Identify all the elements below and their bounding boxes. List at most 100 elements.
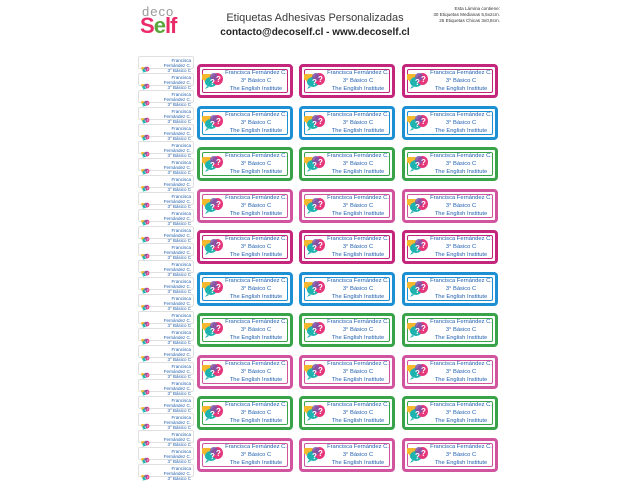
speech-bubbles-question-icon: ? ? — [304, 154, 326, 172]
student-name: Francisca Fernández C. — [163, 92, 191, 102]
speech-bubbles-question-icon: ? ? — [141, 213, 150, 226]
school-name: The English Institute — [229, 376, 283, 383]
small-label: ? ? Francisca Fernández C. 3° Básico C — [138, 124, 194, 141]
large-label-text: Francisca Fernández C. 3° Básico C The E… — [429, 360, 493, 384]
svg-text:?: ? — [415, 78, 420, 87]
svg-text:?: ? — [312, 203, 317, 212]
student-name: Francisca Fernández C. — [225, 236, 287, 242]
small-label-text: Francisca Fernández C. 3° Básico C — [151, 262, 191, 277]
large-label-text: Francisca Fernández C. 3° Básico C The E… — [326, 69, 390, 93]
student-grade: 3° Básico C — [445, 327, 477, 333]
speech-bubbles-question-icon: ? ? — [141, 315, 150, 328]
student-name: Francisca Fernández C. — [163, 330, 191, 340]
label-inner-frame — [304, 359, 390, 384]
svg-text:?: ? — [216, 75, 221, 84]
student-grade: 3° Básico C — [342, 410, 374, 416]
student-name: Francisca Fernández C. — [163, 262, 191, 272]
student-grade: 3° Básico C — [167, 306, 191, 311]
large-label: ? ? Francisca Fernández C. 3° Básico C T… — [299, 437, 395, 472]
svg-text:?: ? — [210, 410, 215, 419]
svg-text:?: ? — [318, 158, 323, 167]
school-name: The English Institute — [229, 169, 283, 175]
student-grade: 3° Básico C — [167, 459, 191, 464]
svg-text:?: ? — [318, 283, 323, 292]
svg-text:?: ? — [147, 373, 149, 377]
svg-text:?: ? — [144, 408, 146, 412]
large-label: ? ? Francisca Fernández C. 3° Básico C T… — [197, 271, 293, 306]
student-grade: 3° Básico C — [167, 340, 191, 345]
student-grade: 3° Básico C — [342, 161, 374, 167]
speech-bubbles-question-icon: ? ? — [304, 196, 326, 214]
large-label: ? ? Francisca Fernández C. 3° Básico C T… — [197, 64, 293, 98]
speech-bubbles-question-icon: ? ? — [141, 332, 150, 345]
student-name: Francisca Fernández C. — [430, 153, 492, 159]
student-grade: 3° Básico C — [445, 78, 477, 84]
speech-bubbles-question-icon: ? ? — [141, 196, 150, 209]
small-label: ? ? Francisca Fernández C. 3° Básico C — [138, 141, 194, 158]
large-label: ? ? Francisca Fernández C. 3° Básico C T… — [197, 188, 293, 223]
student-name: Francisca Fernández C. — [225, 111, 287, 118]
student-grade: 3° Básico C — [167, 187, 191, 192]
svg-text:?: ? — [147, 458, 149, 462]
speech-bubbles-question-icon: ? ? — [202, 362, 224, 380]
svg-text:?: ? — [210, 120, 215, 129]
student-grade: 3° Básico C — [167, 323, 191, 328]
label-inner-frame — [202, 110, 288, 135]
student-grade: 3° Básico C — [445, 368, 477, 375]
school-name: The English Institute — [331, 127, 385, 134]
student-grade: 3° Básico C — [445, 451, 477, 458]
school-name: The English Institute — [434, 252, 488, 258]
student-name: Francisca Fernández C. — [163, 313, 191, 323]
student-name: Francisca Fernández C. — [163, 296, 191, 306]
svg-text:?: ? — [318, 200, 323, 209]
large-label: ? ? Francisca Fernández C. 3° Básico C T… — [197, 396, 293, 430]
small-label: ? ? Francisca Fernández C. 3° Básico C — [138, 379, 194, 396]
large-label-text: Francisca Fernández C. 3° Básico C The E… — [326, 277, 390, 301]
svg-text:?: ? — [312, 410, 317, 419]
small-label: ? ? Francisca Fernández C. 3° Básico C — [138, 413, 194, 430]
label-inner-frame — [202, 69, 288, 93]
speech-bubbles-question-icon: ? ? — [141, 298, 150, 311]
speech-bubbles-question-icon: ? ? — [407, 362, 429, 380]
large-label-text: Francisca Fernández C. 3° Básico C The E… — [326, 401, 390, 425]
student-grade: 3° Básico C — [445, 161, 477, 167]
label-inner-frame — [407, 359, 493, 384]
label-inner-frame — [407, 442, 493, 467]
student-name: Francisca Fernández C. — [163, 211, 191, 221]
student-name: Francisca Fernández C. — [163, 364, 191, 374]
large-label: ? ? Francisca Fernández C. 3° Básico C T… — [402, 313, 498, 347]
svg-text:?: ? — [147, 424, 149, 428]
student-name: Francisca Fernández C. — [163, 466, 191, 476]
small-label-text: Francisca Fernández C. 3° Básico C — [151, 109, 191, 124]
student-grade: 3° Básico C — [342, 78, 374, 84]
student-grade: 3° Básico C — [167, 68, 191, 73]
speech-bubbles-question-icon: ? ? — [202, 154, 224, 172]
svg-text:?: ? — [312, 452, 317, 461]
svg-text:?: ? — [415, 203, 420, 212]
svg-text:?: ? — [147, 84, 149, 88]
svg-text:?: ? — [421, 158, 426, 167]
svg-text:?: ? — [144, 85, 146, 89]
student-grade: 3° Básico C — [445, 244, 477, 250]
large-label: ? ? Francisca Fernández C. 3° Básico C T… — [299, 230, 395, 264]
svg-text:?: ? — [216, 117, 221, 126]
large-label-text: Francisca Fernández C. 3° Básico C The E… — [429, 194, 493, 218]
small-label-text: Francisca Fernández C. 3° Básico C — [151, 228, 191, 243]
speech-bubbles-question-icon: ? ? — [141, 264, 150, 277]
large-label: ? ? Francisca Fernández C. 3° Básico C T… — [197, 105, 293, 140]
student-name: Francisca Fernández C. — [430, 443, 492, 450]
svg-text:?: ? — [312, 327, 317, 336]
speech-bubbles-question-icon: ? ? — [202, 71, 224, 89]
label-inner-frame — [407, 318, 493, 342]
school-name: The English Institute — [229, 252, 283, 258]
speech-bubbles-question-icon: ? ? — [304, 320, 326, 338]
large-label-text: Francisca Fernández C. 3° Básico C The E… — [429, 152, 493, 176]
small-label-text: Francisca Fernández C. 3° Básico C — [151, 449, 191, 464]
small-label: ? ? Francisca Fernández C. 3° Básico C — [138, 175, 194, 192]
large-label: ? ? Francisca Fernández C. 3° Básico C T… — [197, 354, 293, 389]
svg-text:?: ? — [318, 241, 323, 250]
small-label-text: Francisca Fernández C. 3° Básico C — [151, 415, 191, 430]
svg-text:?: ? — [216, 241, 221, 250]
svg-text:?: ? — [318, 449, 323, 458]
large-label-text: Francisca Fernández C. 3° Básico C The E… — [429, 69, 493, 93]
